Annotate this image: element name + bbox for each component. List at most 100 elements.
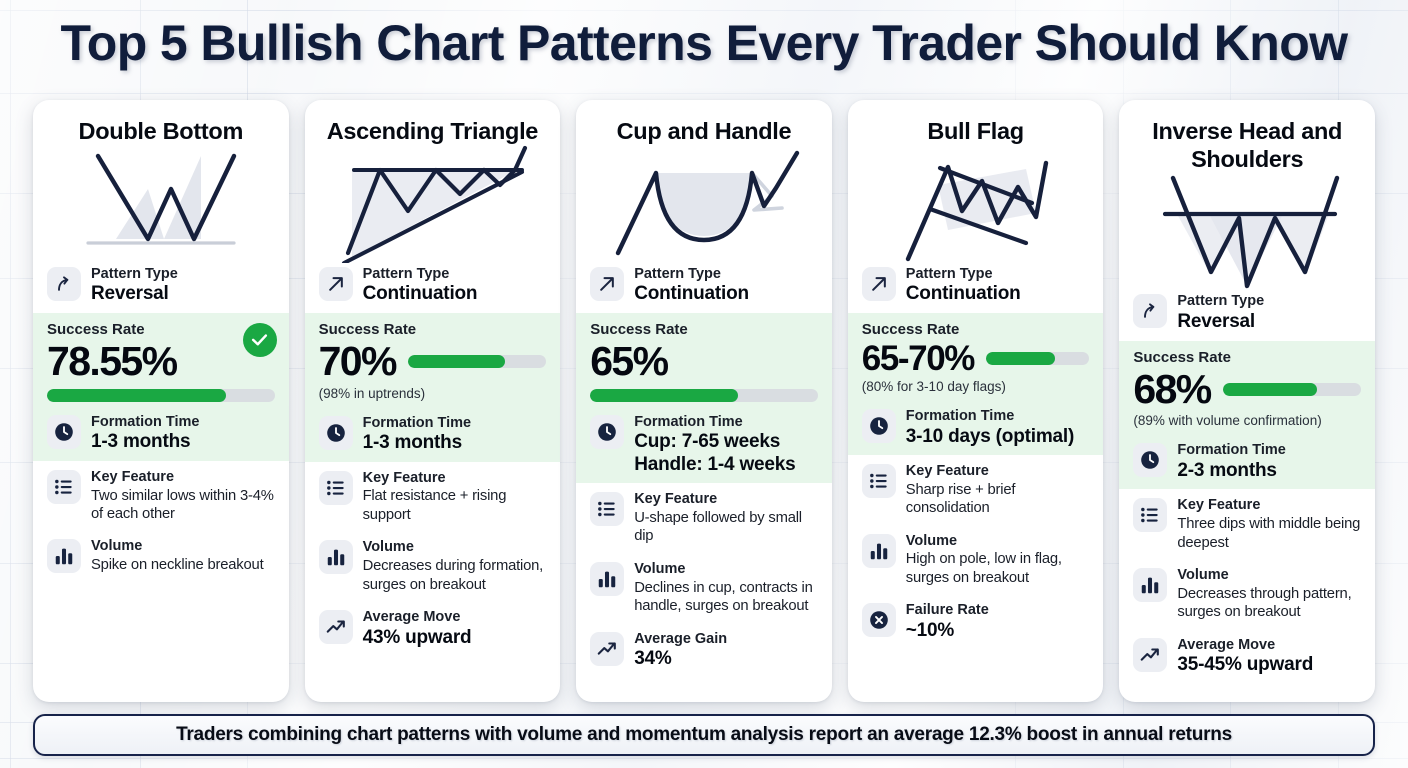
pattern-card[interactable]: Inverse Head and Shoulders Pattern Type … [1119,100,1375,702]
card-title: Cup and Handle [616,118,792,144]
pattern-type-label: Pattern Type [905,265,993,282]
pattern-type-value: Continuation [362,283,478,305]
success-rate-block: Success Rate 65% [576,312,832,406]
success-rate-bar [47,388,275,402]
list-icon [47,469,81,504]
success-rate-bar [590,388,818,402]
extra-stat-label: Average Move [1177,636,1276,653]
clock-icon [318,415,353,450]
formation-time-label: Formation Time [1177,442,1286,459]
card-title: Double Bottom [78,118,244,144]
success-rate-block: Success Rate 70% (98% in uptrends) [304,312,561,407]
list-icon [590,492,625,527]
pattern-type-row: Pattern Type Reversal [1119,285,1375,340]
volume-row: Volume Decreases through pattern, surges… [1119,559,1375,629]
success-rate-block: Success Rate 68% (89% with volume confir… [1119,340,1375,435]
success-rate-value: 68% [1133,365,1212,412]
inverse-head-shoulders-pattern-icon [1119,173,1375,289]
key-feature-row: Key Feature Two similar lows within 3-4%… [33,461,289,531]
key-feature-value: Two similar lows within 3-4% of each oth… [91,487,274,522]
extra-stat-label: Average Move [362,609,461,625]
formation-time-value: 1-3 months [362,432,463,454]
key-feature-value: Three dips with middle being deepest [1177,516,1361,551]
formation-time-value: 2-3 months [1177,460,1277,481]
pattern-type-label: Pattern Type [634,265,721,282]
key-feature-label: Key Feature [1177,497,1261,514]
extra-stat-label: Average Gain [634,630,728,647]
pattern-type-label: Pattern Type [91,265,178,282]
clock-icon [1133,443,1168,478]
volume-row: Volume Decreases during formation, surge… [305,531,561,601]
volume-value: Declines in cup, contracts in handle, su… [634,579,813,615]
bar-chart-icon [318,540,353,575]
pattern-type-value: Continuation [634,283,749,305]
formation-time-value: 3-10 days (optimal) [905,425,1075,447]
diagonal-up-arrow-icon [590,266,625,301]
footer-text: Traders combining chart patterns with vo… [176,724,1232,745]
extra-stat-row: Average Move 35-45% upward [1119,629,1375,684]
pattern-type-row: Pattern Type Continuation [848,258,1104,313]
volume-label: Volume [634,560,686,577]
key-feature-row: Key Feature Three dips with middle being… [1119,489,1375,559]
list-icon [318,470,353,505]
success-rate-block: Success Rate 65-70% (80% for 3-10 day fl… [847,312,1104,400]
pattern-type-value: Reversal [91,283,169,305]
pattern-type-value: Reversal [1177,311,1256,333]
formation-time-row: Formation Time 3-10 days (optimal) [847,399,1104,455]
formation-time-row: Formation Time 2-3 months [1119,434,1375,490]
pattern-card[interactable]: Double Bottom Pattern Type Reversal Succ… [33,100,289,702]
extra-stat-row: Average Move 43% upward [305,601,561,656]
volume-value: Decreases during formation, surges on br… [362,558,544,593]
bar-chart-icon [590,561,625,596]
extra-stat-value: 34% [634,648,672,670]
volume-label: Volume [1177,567,1229,584]
success-rate-note: (80% for 3-10 day flags) [861,379,1006,394]
card-spacer [1119,684,1375,702]
formation-time-row: Formation Time 1-3 months [33,405,289,461]
key-feature-label: Key Feature [905,462,989,479]
volume-value: Decreases through pattern, surges on bre… [1177,585,1352,621]
success-rate-label: Success Rate [590,320,688,338]
success-rate-value: 78.55% [47,337,178,384]
volume-value: Spike on neckline breakout [91,557,264,574]
bar-chart-icon [47,539,81,574]
clock-icon [47,414,81,449]
card-spacer [576,678,832,702]
success-rate-note: (89% with volume confirmation) [1133,413,1322,429]
pattern-card[interactable]: Cup and Handle Pattern Type Continuation… [576,100,832,702]
volume-row: Volume High on pole, low in flag, surges… [848,525,1104,595]
volume-row: Volume Declines in cup, contracts in han… [576,553,832,623]
pattern-type-row: Pattern Type Reversal [33,258,289,313]
pattern-card-row: Double Bottom Pattern Type Reversal Succ… [33,100,1375,702]
formation-time-label: Formation Time [634,413,743,430]
card-title: Bull Flag [927,118,1024,144]
double-bottom-pattern-icon [33,146,289,258]
card-spacer [305,656,561,702]
card-spacer [848,649,1104,702]
success-rate-label: Success Rate [318,320,417,338]
formation-time-value: Cup: 7-65 weeks Handle: 1-4 weeks [634,431,796,475]
pattern-type-value: Continuation [905,283,1021,305]
extra-stat-value: 43% upward [362,626,472,648]
key-feature-value: Sharp rise + brief consolidation [905,481,1016,517]
key-feature-label: Key Feature [91,468,175,485]
formation-time-value: 1-3 months [91,431,191,453]
page-title: Top 5 Bullish Chart Patterns Every Trade… [60,15,1349,71]
key-feature-value: U-shape followed by small dip [634,509,802,545]
volume-label: Volume [362,539,414,556]
extra-stat-value: ~10% [905,619,955,641]
key-feature-value: Flat resistance + rising support [362,488,507,523]
verified-check-badge [242,322,277,357]
pattern-card[interactable]: Ascending Triangle Pattern Type Continua… [304,100,561,702]
list-icon [1133,498,1168,533]
key-feature-row: Key Feature U-shape followed by small di… [576,483,832,553]
success-rate-value: 70% [318,337,398,384]
success-rate-label: Success Rate [47,320,145,338]
key-feature-row: Key Feature Flat resistance + rising sup… [305,462,561,532]
cup-and-handle-pattern-icon [576,146,832,258]
pattern-card[interactable]: Bull Flag Pattern Type Continuation Succ… [847,100,1104,702]
pattern-type-row: Pattern Type Continuation [576,258,832,313]
success-rate-bar [1222,382,1361,396]
card-title: Inverse Head and Shoulders [1152,118,1343,172]
ascending-triangle-pattern-icon [305,145,561,263]
